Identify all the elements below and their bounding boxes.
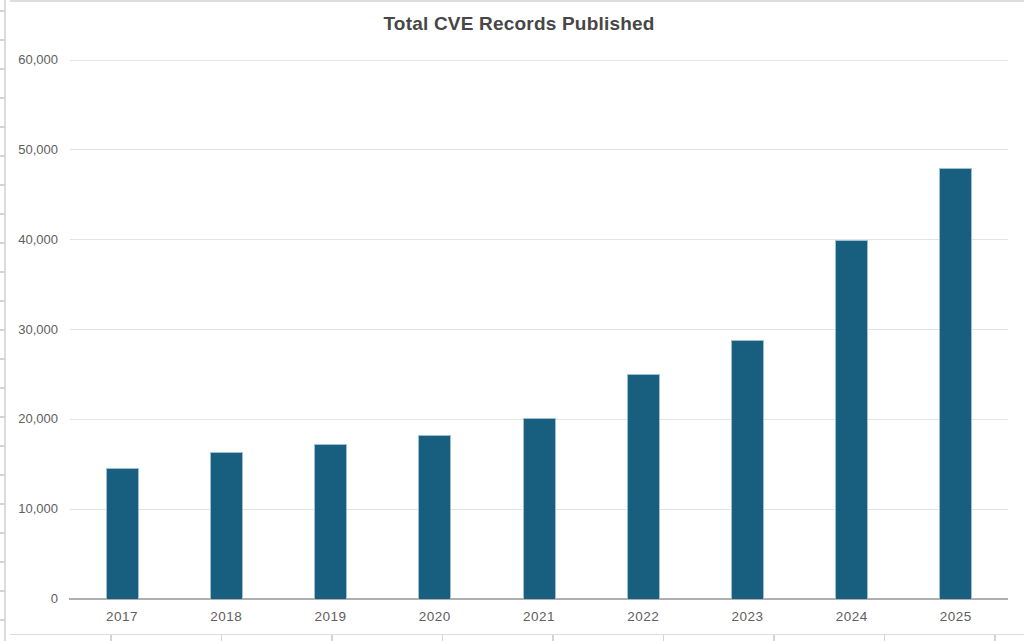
spreadsheet-row-divider xyxy=(0,126,5,128)
y-tick-label: 50,000 xyxy=(0,143,58,157)
spreadsheet-row-divider xyxy=(0,39,5,41)
spreadsheet-row-divider xyxy=(0,10,5,12)
x-tick-label: 2019 xyxy=(278,609,382,625)
spreadsheet-column-divider xyxy=(663,635,665,641)
spreadsheet-column-divider xyxy=(884,635,886,641)
bar-2020 xyxy=(418,435,451,599)
x-tick-label: 2022 xyxy=(591,609,695,625)
gridline-50000 xyxy=(70,149,1008,150)
gridline-60000 xyxy=(70,60,1008,61)
bar-2022 xyxy=(627,374,660,599)
y-tick-label: 30,000 xyxy=(0,323,58,337)
spreadsheet-row-divider xyxy=(0,358,5,360)
x-tick-label: 2021 xyxy=(487,609,591,625)
spreadsheet-column-divider xyxy=(773,635,775,641)
y-tick-label: 10,000 xyxy=(0,502,58,516)
spreadsheet-column-divider xyxy=(552,635,554,641)
spreadsheet-row-divider xyxy=(0,474,5,476)
spreadsheet-column-divider xyxy=(110,635,112,641)
spreadsheet-row-divider xyxy=(0,300,5,302)
bar-2018 xyxy=(210,452,243,599)
x-tick-label: 2025 xyxy=(904,609,1008,625)
spreadsheet-column-divider xyxy=(331,635,333,641)
y-tick-label: 0 xyxy=(0,592,58,606)
bar-2024 xyxy=(835,240,868,599)
spreadsheet-row-divider xyxy=(0,97,5,99)
spreadsheet-row-divider xyxy=(0,445,5,447)
spreadsheet-column-divider xyxy=(994,635,996,641)
spreadsheet-row-divider xyxy=(0,184,5,186)
bar-2019 xyxy=(314,444,347,599)
x-tick-label: 2018 xyxy=(174,609,278,625)
x-tick-label: 2023 xyxy=(695,609,799,625)
bar-2025 xyxy=(939,168,972,599)
spreadsheet-top-border xyxy=(10,0,1024,2)
plot-area xyxy=(70,60,1008,599)
bar-2021 xyxy=(523,418,556,599)
chart-title: Total CVE Records Published xyxy=(14,13,1024,35)
spreadsheet-row-divider xyxy=(0,213,5,215)
spreadsheet-row-divider xyxy=(0,271,5,273)
y-tick-label: 20,000 xyxy=(0,412,58,426)
spreadsheet-canvas: Total CVE Records Published 0 10,000 20,00… xyxy=(0,0,1024,641)
y-tick-label: 60,000 xyxy=(0,53,58,67)
x-tick-label: 2024 xyxy=(800,609,904,625)
x-tick-label: 2017 xyxy=(70,609,174,625)
spreadsheet-row-divider xyxy=(0,387,5,389)
spreadsheet-row-divider xyxy=(0,619,5,621)
spreadsheet-row-divider xyxy=(0,561,5,563)
spreadsheet-bottom-border xyxy=(10,634,1024,636)
spreadsheet-row-divider xyxy=(0,68,5,70)
spreadsheet-column-divider xyxy=(221,635,223,641)
x-tick-label: 2020 xyxy=(383,609,487,625)
spreadsheet-column-divider xyxy=(442,635,444,641)
y-tick-label: 40,000 xyxy=(0,233,58,247)
bar-2017 xyxy=(106,468,139,599)
spreadsheet-row-divider xyxy=(0,532,5,534)
bar-2023 xyxy=(731,340,764,599)
